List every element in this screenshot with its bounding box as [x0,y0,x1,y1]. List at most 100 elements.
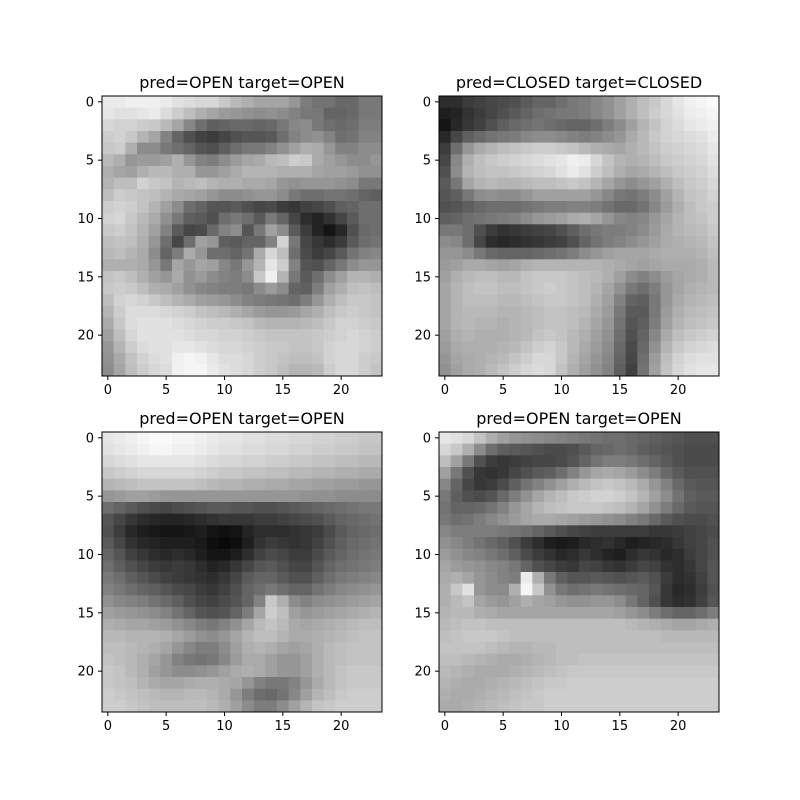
pixel-cell [660,688,673,701]
pixel-cell [218,618,231,631]
pixel-cell [509,700,522,713]
pixel-cell [555,560,568,573]
pixel-cell [335,306,348,319]
pixel-cell [218,352,231,365]
pixel-cell [102,154,115,167]
pixel-cell [637,665,650,678]
pixel-cell [172,154,185,167]
pixel-cell [102,537,115,550]
pixel-cell [137,341,150,354]
pixel-cell [637,478,650,491]
pixel-cell [684,294,697,307]
pixel-cell [253,432,266,445]
pixel-cell [649,131,662,144]
pixel-cell [230,642,243,655]
pixel-cell [614,119,627,132]
pixel-cell [625,525,638,538]
y-tick-label: 10 [77,548,94,563]
pixel-cell [462,107,475,120]
pixel-cell [300,166,313,179]
pixel-cell [265,166,278,179]
pixel-cell [485,665,498,678]
pixel-cell [532,329,545,342]
pixel-cell [242,201,255,214]
pixel-cell [695,502,708,515]
pixel-cell [113,364,126,377]
pixel-cell [253,665,266,678]
pixel-cell [602,201,615,214]
pixel-cell [207,595,220,608]
pixel-cell [347,131,360,144]
pixel-cell [509,478,522,491]
pixel-cell [347,247,360,260]
pixel-cell [707,306,720,319]
pixel-cell [439,224,452,237]
pixel-cell [102,467,115,480]
pixel-cell [102,189,115,202]
pixel-cell [230,502,243,515]
pixel-cell [125,432,138,445]
pixel-cell [614,364,627,377]
pixel-cell [602,189,615,202]
pixel-cell [544,317,557,330]
pixel-cell [532,131,545,144]
pixel-cell [672,107,685,120]
pixel-cell [358,478,371,491]
pixel-cell [509,119,522,132]
pixel-cell [485,131,498,144]
pixel-cell [660,224,673,237]
pixel-cell [277,572,290,585]
pixel-cell [300,467,313,480]
pixel-cell [637,306,650,319]
pixel-cell [660,107,673,120]
pixel-cell [218,154,231,167]
pixel-cell [230,665,243,678]
pixel-cell [509,142,522,155]
pixel-cell [288,142,301,155]
pixel-cell [544,154,557,167]
pixel-cell [148,341,161,354]
pixel-cell [218,502,231,515]
pixel-cell [370,177,383,190]
pixel-cell [125,572,138,585]
pixel-cell [300,212,313,225]
pixel-cell [335,455,348,468]
pixel-cell [637,537,650,550]
pixel-cell [218,467,231,480]
pixel-cell [137,142,150,155]
pixel-cell [207,189,220,202]
pixel-cell [625,96,638,109]
pixel-cell [253,502,266,515]
pixel-cell [672,177,685,190]
pixel-cell [218,432,231,445]
pixel-cell [253,341,266,354]
pixel-cell [637,177,650,190]
pixel-cell [660,306,673,319]
pixel-cell [335,478,348,491]
pixel-cell [125,282,138,295]
pixel-cell [509,271,522,284]
pixel-cell [137,177,150,190]
pixel-cell [590,317,603,330]
pixel-cell [300,677,313,690]
pixel-cell [555,131,568,144]
pixel-cell [312,665,325,678]
pixel-cell [684,201,697,214]
pixel-cell [218,595,231,608]
pixel-cell [579,166,592,179]
pixel-cell [707,201,720,214]
pixel-cell [579,107,592,120]
pixel-cell [230,177,243,190]
pixel-cell [672,154,685,167]
pixel-cell [625,455,638,468]
pixel-cell [125,96,138,109]
pixel-cell [614,653,627,666]
pixel-cell [347,630,360,643]
pixel-cell [684,341,697,354]
pixel-cell [242,572,255,585]
pixel-cell [614,352,627,365]
pixel-cell [497,107,510,120]
pixel-cell [602,560,615,573]
pixel-cell [183,201,196,214]
pixel-cell [288,247,301,260]
